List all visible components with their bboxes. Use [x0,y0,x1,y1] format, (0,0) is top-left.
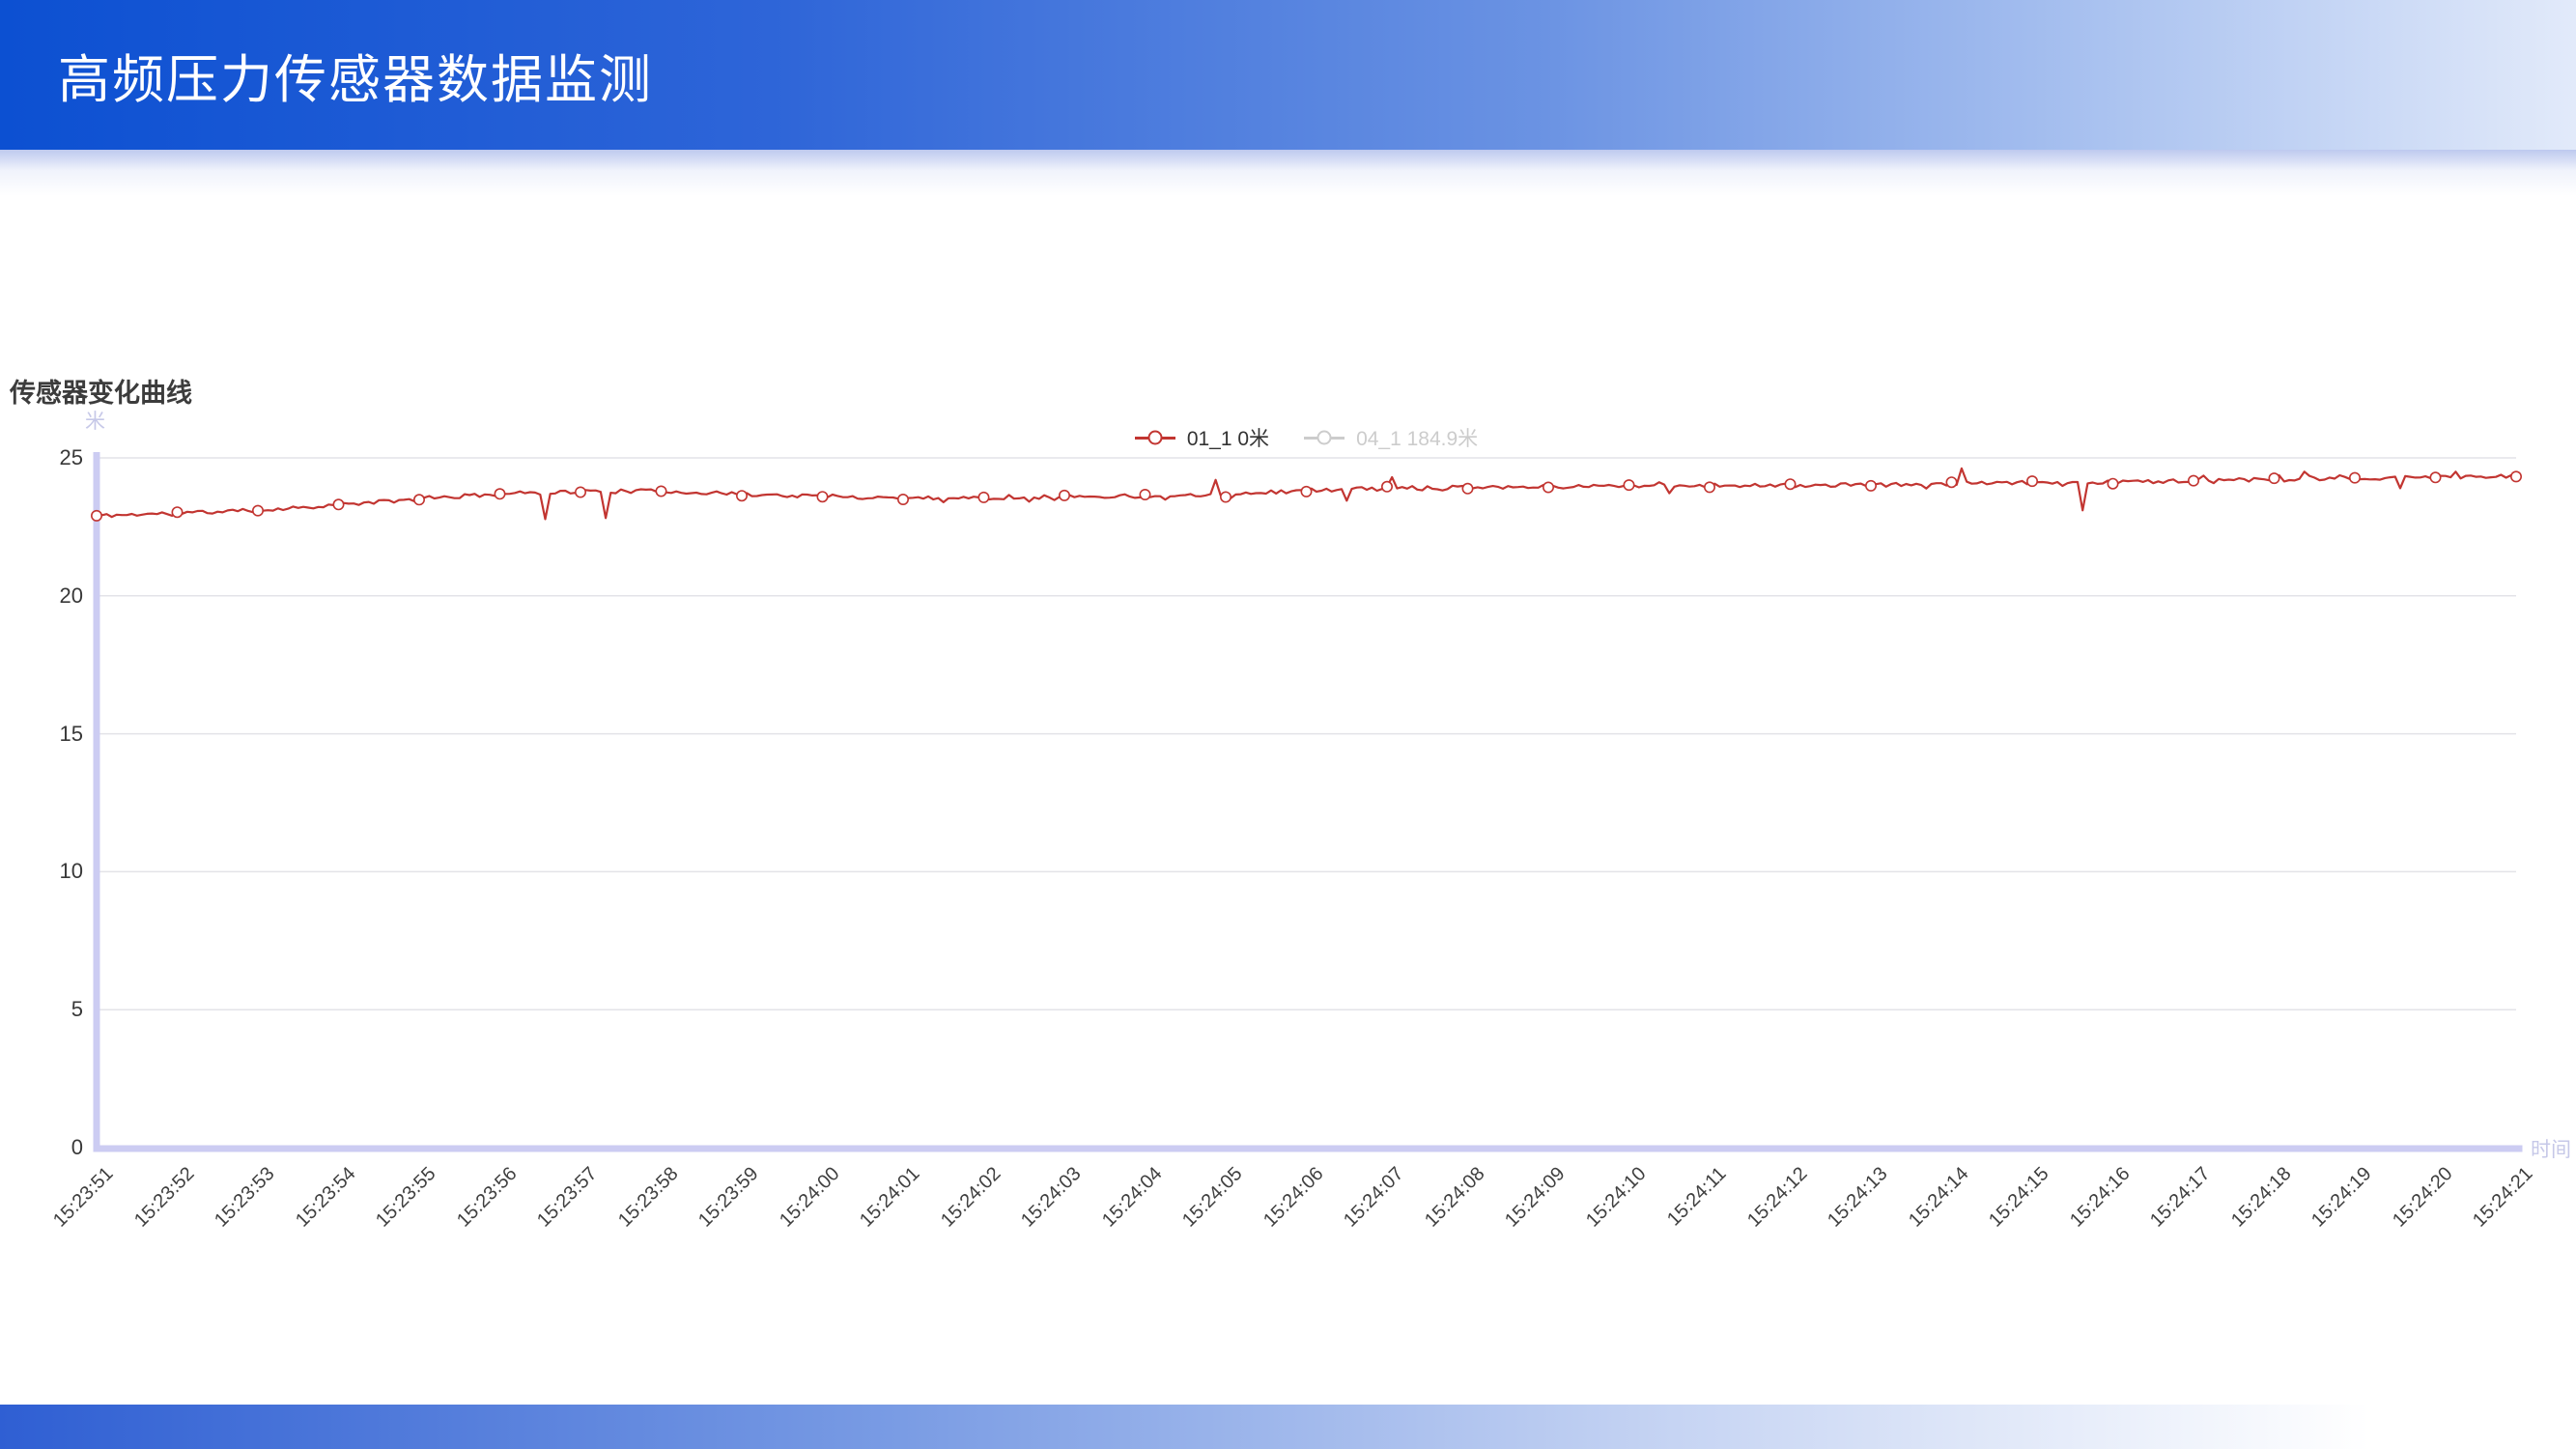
legend-label: 01_1 0米 [1186,428,1270,450]
legend-circle-icon [1147,430,1163,445]
header-fade-strip [0,150,2576,196]
legend-label: 04_1 184.9米 [1356,428,1479,450]
chart-title: 传感器变化曲线 [10,379,192,408]
legend-circle-icon [1316,430,1332,445]
page-title: 高频压力传感器数据监测 [58,51,653,109]
y-tick-label: 10 [59,859,83,884]
y-tick-label: 15 [59,721,83,746]
y-tick-label: 5 [71,997,83,1022]
x-axis-name: 时间 [2531,1139,2571,1161]
footer-bar [0,1405,2576,1449]
legend-line-marker [1134,430,1175,445]
y-tick-label: 20 [59,582,83,608]
chart-legend: 01_1 0米 04_1 184.9米 [97,423,2516,452]
legend-item-01-1[interactable]: 01_1 0米 [1134,423,1270,452]
legend-item-04-1[interactable]: 04_1 184.9米 [1304,423,1478,452]
y-tick-label: 0 [71,1135,83,1159]
y-axis-unit-label: 米 [85,411,105,433]
legend-line-marker [1304,430,1345,445]
page-header: 高频压力传感器数据监测 [0,0,2576,150]
y-tick-label: 25 [59,445,83,469]
